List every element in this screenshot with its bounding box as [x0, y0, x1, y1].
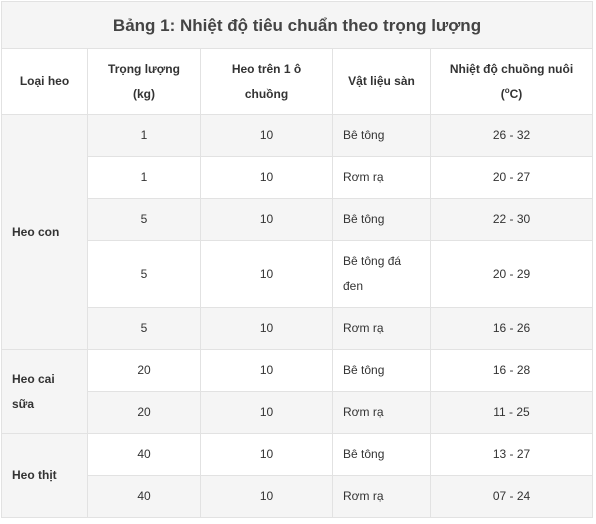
header-pigs-line2: chuồng — [244, 86, 289, 101]
cell-temp: 13 - 27 — [429, 433, 594, 476]
header-weight-line2: (kg) — [133, 86, 155, 101]
header-weight-line1: Trọng lượng — [108, 61, 180, 76]
cell-floor: Rơm rạ — [332, 307, 431, 350]
header-temp-unit: (oC) — [500, 85, 523, 101]
cell-pigs: 10 — [200, 433, 333, 476]
table-row: Heo cai sữa 20 10 Bê tông 16 - 28 — [1, 349, 594, 434]
cell-weight: 5 — [87, 307, 201, 350]
table-row: 20 10 Rơm rạ 11 - 25 — [2, 391, 594, 434]
cell-floor: Rơm rạ — [332, 475, 431, 518]
cell-temp: 20 - 29 — [429, 240, 594, 308]
cell-floor: Bê tông — [332, 198, 431, 241]
cell-temp: 20 - 27 — [429, 156, 594, 199]
cell-pigs: 10 — [200, 198, 333, 241]
cell-weight: 5 — [87, 240, 201, 308]
table-row: 5 10 Bê tông 22 - 30 — [2, 198, 594, 241]
header-pigs-line1: Heo trên 1 ô — [231, 61, 302, 76]
table-row: 5 10 Rơm rạ 16 - 26 — [2, 307, 594, 350]
cell-weight: 1 — [87, 156, 201, 199]
cell-floor: Rơm rạ — [332, 156, 431, 199]
cell-pigs: 10 — [200, 307, 333, 350]
cell-temp: 26 - 32 — [429, 114, 594, 157]
table-row: Heo con 1 10 Bê tông 26 - 32 — [1, 114, 594, 350]
table-row: 1 10 Rơm rạ 20 - 27 — [2, 156, 594, 199]
cell-weight: 20 — [87, 349, 201, 392]
table-body: Heo con 1 10 Bê tông 26 - 32 1 10 Rơm rạ 20 - 27… — [1, 114, 594, 518]
cell-weight: 40 — [87, 475, 201, 518]
cell-floor: Bê tông — [332, 433, 431, 476]
cell-weight: 20 — [87, 391, 201, 434]
group-name: Heo con — [1, 114, 88, 350]
cell-weight: 40 — [87, 433, 201, 476]
cell-temp: 16 - 26 — [429, 307, 594, 350]
table-row: Heo thịt 40 10 Bê tông 13 - 27 — [1, 433, 594, 518]
table-header-row: Loại heo Trọng lượng (kg) Heo trên 1 ô c… — [1, 48, 594, 115]
header-type: Loại heo — [1, 48, 88, 115]
header-temp: Nhiệt độ chuồng nuôi (oC) — [429, 48, 594, 115]
header-pigs: Heo trên 1 ô chuồng — [200, 48, 333, 115]
cell-pigs: 10 — [200, 475, 333, 518]
cell-floor: Bê tông — [332, 349, 431, 392]
cell-pigs: 10 — [200, 391, 333, 434]
header-temp-line1: Nhiệt độ chuồng nuôi — [449, 61, 574, 76]
cell-temp: 16 - 28 — [429, 349, 594, 392]
cell-floor: Rơm rạ — [332, 391, 431, 434]
cell-floor: Bê tông — [332, 114, 431, 157]
cell-pigs: 10 — [200, 156, 333, 199]
group-name: Heo thịt — [1, 433, 88, 518]
table-title: Bảng 1: Nhiệt độ tiêu chuẩn theo trọng l… — [0, 1, 594, 49]
cell-pigs: 10 — [200, 240, 333, 308]
cell-pigs: 10 — [200, 114, 333, 157]
cell-temp: 22 - 30 — [429, 198, 594, 241]
table-row: 40 10 Rơm rạ 07 - 24 — [2, 475, 594, 518]
cell-weight: 5 — [87, 198, 201, 241]
cell-temp: 07 - 24 — [429, 475, 594, 518]
cell-floor: Bê tông đá đen — [332, 240, 431, 308]
group-name: Heo cai sữa — [1, 349, 88, 434]
cell-weight: 1 — [87, 114, 201, 157]
cell-pigs: 10 — [200, 349, 333, 392]
table-row: 5 10 Bê tông đá đen 20 - 29 — [2, 240, 594, 308]
header-weight: Trọng lượng (kg) — [87, 48, 201, 115]
header-floor: Vật liệu sàn — [332, 48, 431, 115]
cell-temp: 11 - 25 — [429, 391, 594, 434]
